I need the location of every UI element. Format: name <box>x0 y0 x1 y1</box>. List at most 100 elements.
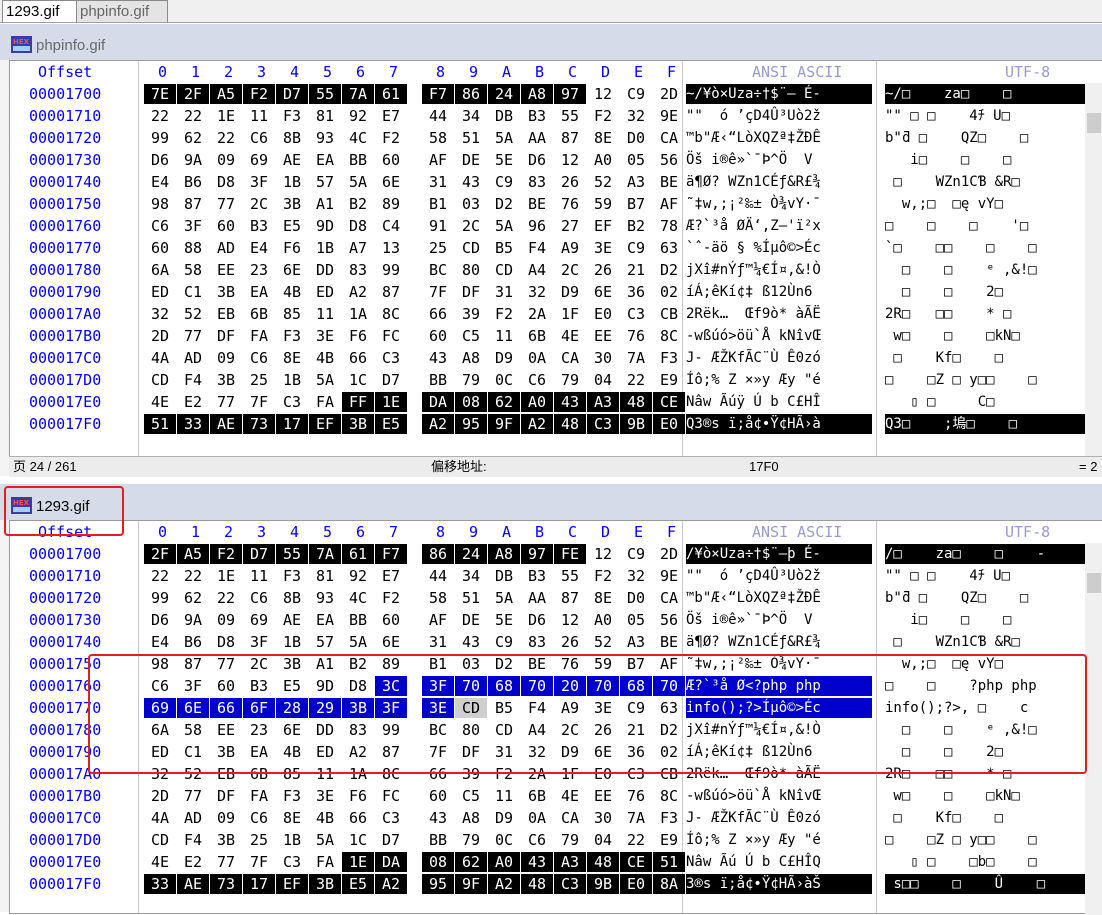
hex-byte: 32 <box>620 566 652 586</box>
hex-byte: A5 <box>210 84 242 104</box>
hex-byte: 39 <box>455 304 487 324</box>
hex-byte: E9 <box>653 370 685 390</box>
hex-byte: 4E <box>144 392 176 412</box>
vertical-scrollbar[interactable] <box>1085 543 1102 915</box>
scrollbar-thumb[interactable] <box>1087 573 1101 593</box>
hex-byte: E7 <box>375 566 407 586</box>
hex-byte: 0A <box>521 348 553 368</box>
hex-byte: AA <box>521 128 553 148</box>
hex-byte: 51 <box>455 588 487 608</box>
hex-byte: C3 <box>554 874 586 894</box>
hex-byte: 04 <box>587 830 619 850</box>
hex-byte: EA <box>309 610 341 630</box>
hex-byte: 4B <box>276 282 308 302</box>
scrollbar-thumb[interactable] <box>1087 113 1101 133</box>
hex-byte: A2 <box>422 414 454 434</box>
hex-byte: BB <box>342 150 374 170</box>
hex-byte: 73 <box>210 874 242 894</box>
column-header: A <box>502 521 511 543</box>
hex-byte: 12 <box>554 150 586 170</box>
hex-byte: A0 <box>521 392 553 412</box>
hex-byte: A8 <box>455 348 487 368</box>
hex-byte: 04 <box>587 370 619 390</box>
hex-byte: 60 <box>375 150 407 170</box>
ansi-text: ˜‡w,;¡²‰± Ò¾vY·¯ <box>686 194 872 214</box>
hex-byte: 25 <box>243 370 275 390</box>
hex-byte: 56 <box>653 150 685 170</box>
annotation-box-payload <box>88 654 1087 774</box>
ansi-text: Q3®s ï;å¢•Ÿ¢HÃ›à <box>686 414 872 434</box>
hex-byte: 56 <box>653 610 685 630</box>
hex-byte: 79 <box>554 830 586 850</box>
hex-byte: 91 <box>422 216 454 236</box>
hex-byte: 36 <box>620 282 652 302</box>
hex-byte: E2 <box>177 392 209 412</box>
hex-byte: F4 <box>177 370 209 390</box>
hex-byte: 95 <box>422 874 454 894</box>
hex-byte: AE <box>276 610 308 630</box>
hex-byte: D0 <box>620 128 652 148</box>
utf8-text: w□ □ □kN□ <box>885 326 1085 346</box>
column-header: 2 <box>224 521 233 543</box>
hex-byte: E0 <box>587 304 619 324</box>
ansi-text: Íô;% Z ×»y Æy "é <box>686 830 872 850</box>
hex-byte: FA <box>243 786 275 806</box>
hex-byte: 23 <box>243 260 275 280</box>
hex-byte: 1E <box>210 106 242 126</box>
hex-byte: F6 <box>276 238 308 258</box>
hex-byte: 8C <box>375 304 407 324</box>
hex-byte: CA <box>554 348 586 368</box>
hex-byte: 43 <box>554 392 586 412</box>
hex-byte: 2C <box>243 194 275 214</box>
pane-file-name: phpinfo.gif <box>36 37 105 54</box>
hex-byte: F2 <box>375 128 407 148</box>
hex-byte: BB <box>422 830 454 850</box>
hex-byte: C6 <box>243 348 275 368</box>
hex-byte: 8C <box>653 326 685 346</box>
hex-byte: 0A <box>521 808 553 828</box>
hex-byte: 22 <box>144 566 176 586</box>
vertical-scrollbar[interactable] <box>1085 83 1102 459</box>
hex-byte: 2F <box>144 544 176 564</box>
hex-grid[interactable]: Offset 0 1 2 3 4 5 6 7 8 9 A B C D E F ANSI ASCII UTF-8 000… <box>9 60 1102 458</box>
tab-1293-gif[interactable]: 1293.gif <box>2 0 80 22</box>
hex-byte: 9E <box>653 566 685 586</box>
offset-cell: 00001720 <box>29 587 101 609</box>
status-bar: 页 24 / 261 偏移地址: 17F0 = 2 <box>9 456 1102 477</box>
hex-byte: 8C <box>653 786 685 806</box>
hex-byte: C3 <box>375 808 407 828</box>
utf8-text: □ □ ᵉ ,&!□ <box>885 260 1085 280</box>
utf8-header: UTF-8 <box>1005 521 1050 543</box>
hex-byte: 2F <box>177 84 209 104</box>
hex-byte: AE <box>210 414 242 434</box>
hex-byte: 34 <box>455 106 487 126</box>
hex-byte: ED <box>144 282 176 302</box>
hex-byte: 8E <box>587 588 619 608</box>
hex-byte: EF <box>276 874 308 894</box>
hex-byte: D6 <box>521 610 553 630</box>
hex-byte: 43 <box>422 808 454 828</box>
hex-byte: 77 <box>210 392 242 412</box>
utf8-text: □ WZn1CƁ &R□ <box>885 172 1085 192</box>
hex-byte: 81 <box>309 106 341 126</box>
hex-byte: 2A <box>521 304 553 324</box>
hex-byte: 55 <box>276 544 308 564</box>
hex-byte: 5A <box>309 370 341 390</box>
hex-byte: 09 <box>210 610 242 630</box>
hex-byte: 61 <box>342 544 374 564</box>
hex-byte: DE <box>455 610 487 630</box>
hex-byte: E4 <box>144 632 176 652</box>
hex-byte: 30 <box>587 348 619 368</box>
hex-byte: 48 <box>620 392 652 412</box>
hex-byte: 60 <box>422 786 454 806</box>
hex-byte: C3 <box>620 304 652 324</box>
tab-phpinfo-gif[interactable]: phpinfo.gif <box>76 0 168 22</box>
hex-byte: AF <box>422 150 454 170</box>
offset-cell: 00001790 <box>29 281 101 303</box>
hex-byte: DF <box>455 282 487 302</box>
offset-cell: 000017D0 <box>29 369 101 391</box>
hex-byte: 1E <box>342 852 374 872</box>
utf8-header: UTF-8 <box>1005 61 1050 83</box>
hex-byte: 1B <box>276 830 308 850</box>
hex-byte: 83 <box>521 632 553 652</box>
